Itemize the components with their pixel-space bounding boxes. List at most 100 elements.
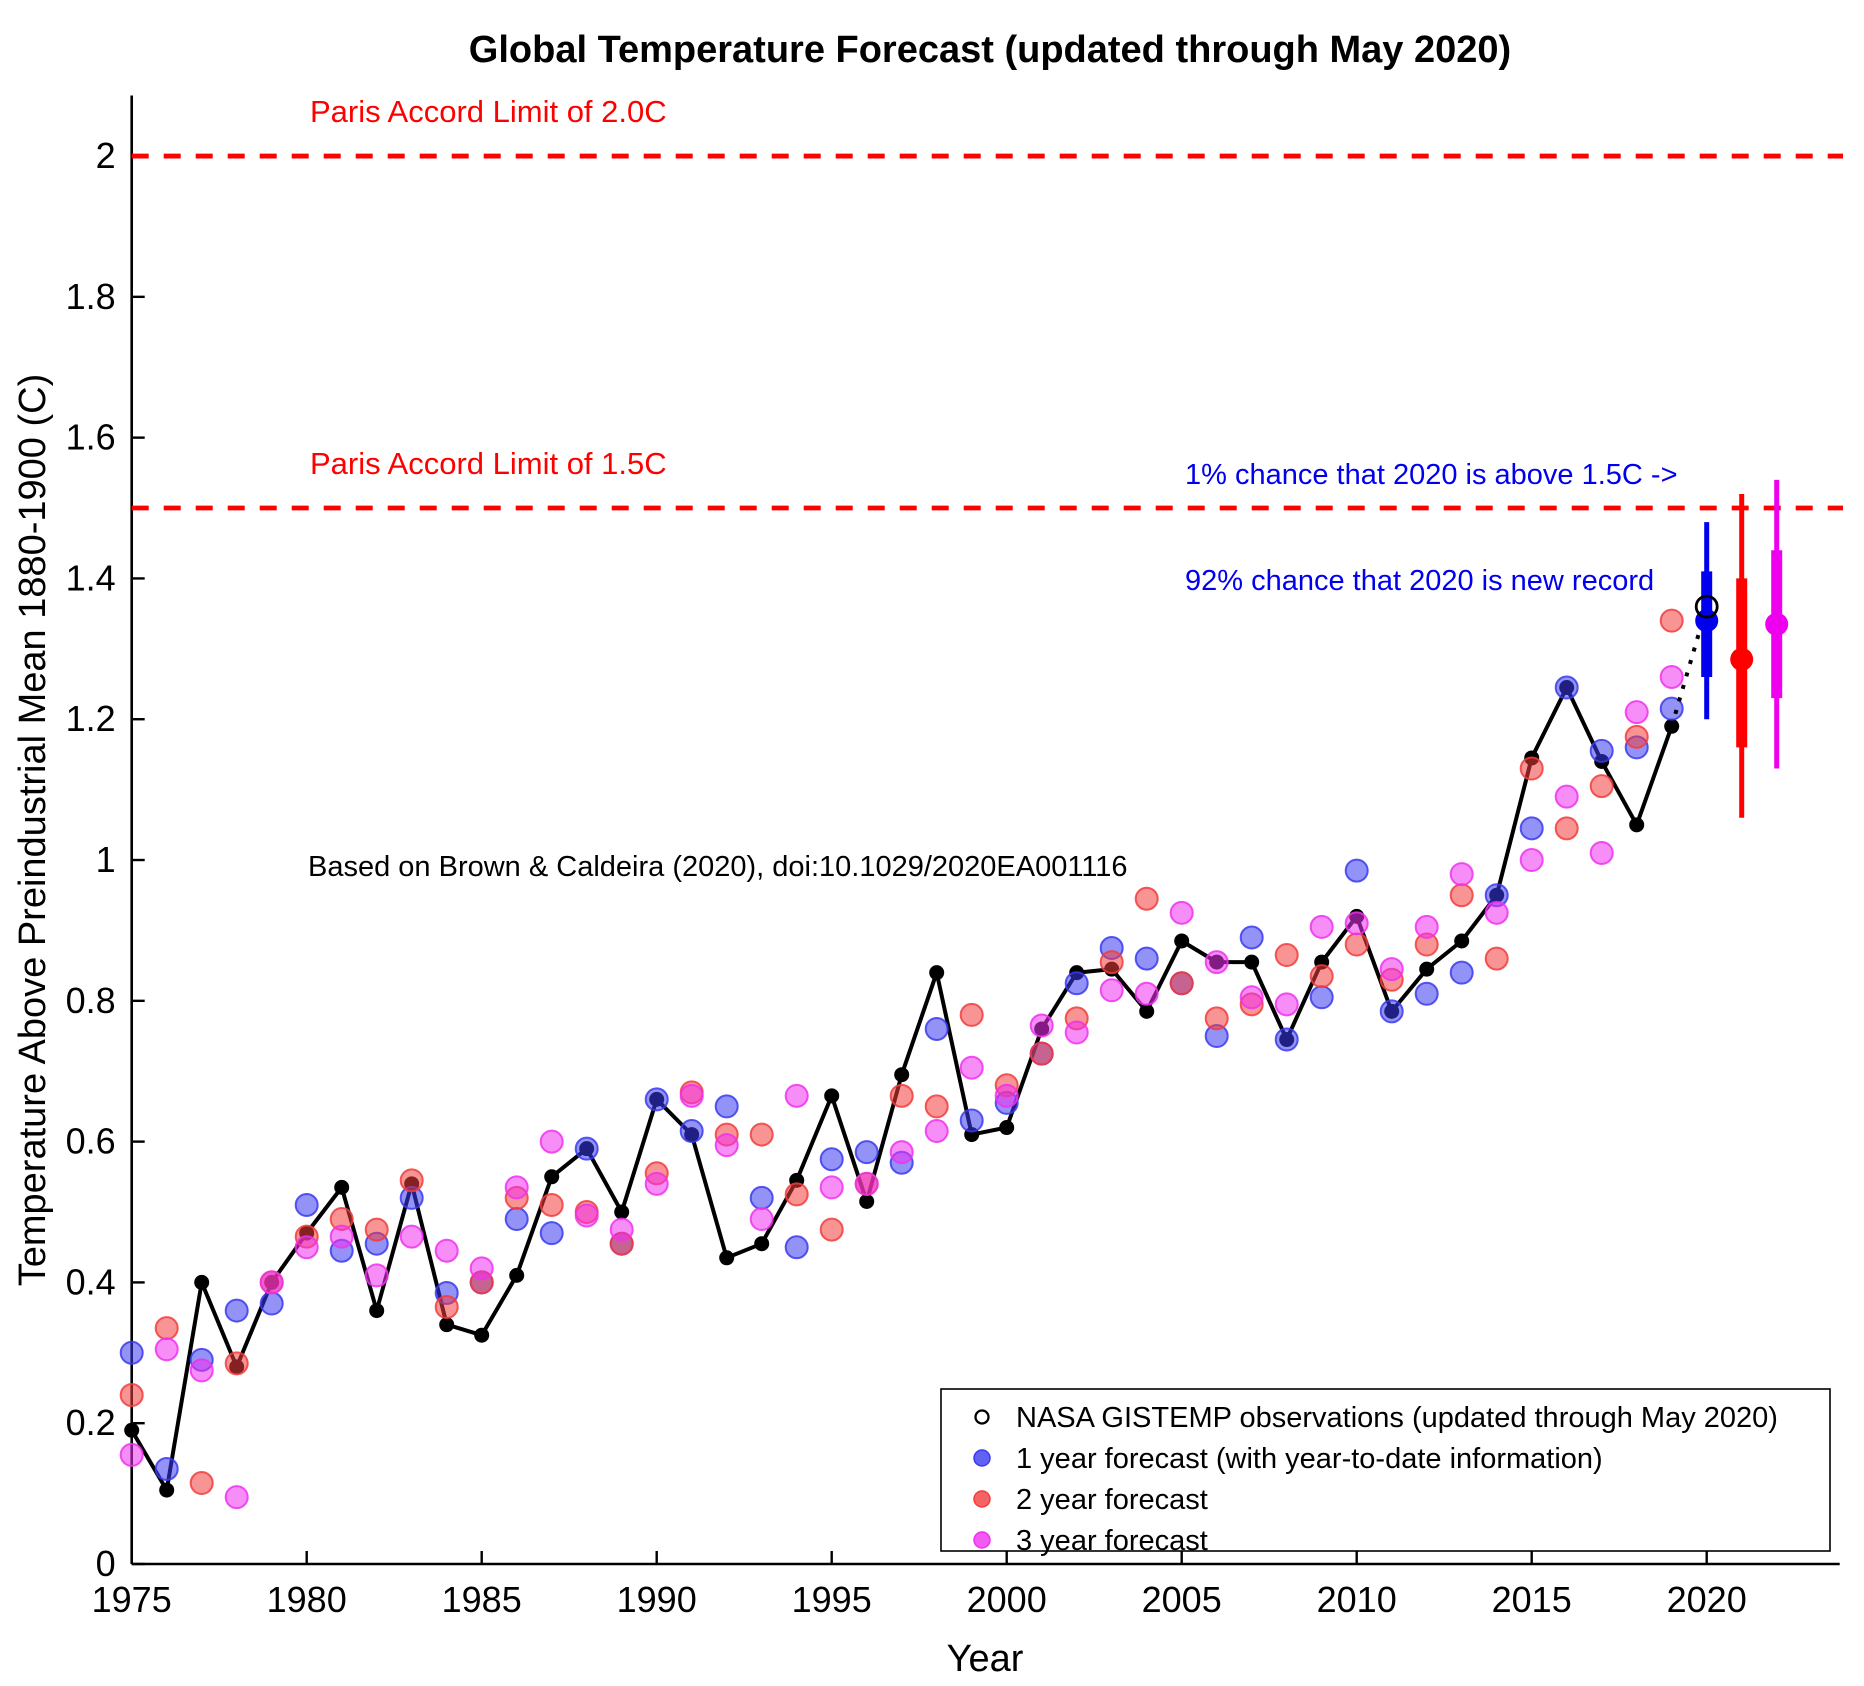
forecast-3yr-point xyxy=(1519,848,1544,873)
forecast-3yr-point xyxy=(1239,985,1264,1010)
forecast-2yr-point xyxy=(224,1351,249,1376)
observation-point xyxy=(1629,817,1645,833)
forecast-2yr-point xyxy=(399,1168,424,1193)
observation-point xyxy=(1139,1003,1155,1019)
forecast-3yr-point xyxy=(259,1270,284,1295)
x-tick-label: 1990 xyxy=(617,1579,697,1620)
observation-point xyxy=(334,1179,350,1195)
forecast-3yr-point xyxy=(119,1442,144,1467)
forecast-1yr-point xyxy=(294,1192,319,1217)
observation-point xyxy=(614,1204,630,1220)
y-tick-label: 2 xyxy=(96,135,116,176)
forecast-3yr-point xyxy=(329,1224,354,1249)
x-tick-label: 1975 xyxy=(92,1579,172,1620)
observation-point xyxy=(509,1267,525,1283)
observation-2020-open-circle xyxy=(1694,594,1719,619)
forecast-2yr-point xyxy=(1099,950,1124,975)
forecast-3yr-point xyxy=(1169,900,1194,925)
forecast-1yr-point xyxy=(1449,960,1474,985)
forecast-1yr-point xyxy=(1239,925,1264,950)
forecast-1yr-point xyxy=(154,1456,179,1481)
x-tick-label: 1995 xyxy=(792,1579,872,1620)
forecast-3yr-point xyxy=(1064,1020,1089,1045)
forecast-1yr-point xyxy=(784,1235,809,1260)
forecast-3yr-point xyxy=(364,1263,389,1288)
x-axis-label: Year xyxy=(947,1638,1024,1680)
forecast-2yr-point xyxy=(1169,971,1194,996)
forecast-2yr-point xyxy=(1624,724,1649,749)
forecast-2yr-point xyxy=(1484,946,1509,971)
y-tick-label: 0.8 xyxy=(66,980,116,1021)
y-tick-label: 0 xyxy=(96,1543,116,1584)
forecast-3yr-point xyxy=(1589,840,1614,865)
forecast-2yr-point xyxy=(1659,608,1684,633)
forecast-1yr-point xyxy=(1414,981,1439,1006)
forecast-1yr-point xyxy=(1379,999,1404,1024)
forecast-2yr-point xyxy=(819,1217,844,1242)
annotation-paris-1p5c: Paris Accord Limit of 1.5C xyxy=(310,446,667,481)
legend-open-circle-marker xyxy=(974,1409,990,1425)
forecast-3yr-point xyxy=(609,1217,634,1242)
observation-point xyxy=(159,1482,175,1498)
y-tick-label: 0.4 xyxy=(66,1261,116,1302)
forecast-1yr-point xyxy=(1274,1027,1299,1052)
forecast-1yr-point xyxy=(714,1094,739,1119)
forecast-2yr-point xyxy=(154,1316,179,1341)
forecast-3yr-point xyxy=(1134,981,1159,1006)
forecast-3yr-point xyxy=(1029,1013,1054,1038)
forecast-1yr-point xyxy=(1134,946,1159,971)
legend-item-label: NASA GISTEMP observations (updated throu… xyxy=(1016,1402,1778,1434)
forecast-1yr-point xyxy=(644,1087,669,1112)
forecast-3yr-point xyxy=(469,1256,494,1281)
x-tick-label: 2020 xyxy=(1667,1579,1747,1620)
annotation-chance-above-1p5: 1% chance that 2020 is above 1.5C -> xyxy=(1185,459,1678,491)
annotation-chance-new-record: 92% chance that 2020 is new record xyxy=(1185,565,1654,597)
observation-point xyxy=(999,1120,1015,1136)
forecast-2yr-point xyxy=(749,1122,774,1147)
forecast-interval-center xyxy=(1730,647,1754,671)
forecast-3yr-point xyxy=(714,1133,739,1158)
forecast-3yr-point xyxy=(1414,914,1439,939)
forecast-3yr-point xyxy=(1449,862,1474,887)
forecast-2yr-point xyxy=(1134,886,1159,911)
forecast-2yr-point xyxy=(1589,774,1614,799)
legend-box xyxy=(940,1388,1831,1552)
observation-point xyxy=(859,1193,875,1209)
forecast-2yr-point xyxy=(889,1083,914,1108)
forecast-1yr-point xyxy=(1589,738,1614,763)
annotation-paris-2c: Paris Accord Limit of 2.0C xyxy=(310,94,667,129)
observation-point xyxy=(544,1169,560,1185)
observation-point xyxy=(1174,933,1190,949)
observation-point xyxy=(929,965,945,981)
forecast-2yr-point xyxy=(434,1295,459,1320)
axes: 1975 1980 1985 1990 1995 2000 2005 2010 2015 2020… xyxy=(66,95,1840,1620)
forecast-3yr-point xyxy=(189,1358,214,1383)
forecast-1yr-point xyxy=(854,1140,879,1165)
forecast-1yr-point xyxy=(224,1298,249,1323)
observation-point xyxy=(474,1327,490,1343)
forecast-1yr-point xyxy=(819,1147,844,1172)
forecast-3yr-point xyxy=(924,1119,949,1144)
y-tick-label: 1.2 xyxy=(66,698,116,739)
forecast-3yr-point xyxy=(854,1171,879,1196)
forecast-1yr-point xyxy=(1064,971,1089,996)
y-tick-label: 1.8 xyxy=(66,276,116,317)
forecast-3yr-point xyxy=(224,1485,249,1510)
forecast-2yr-point xyxy=(1309,964,1334,989)
y-tick-label: 0.2 xyxy=(66,1402,116,1443)
forecast-3yr-point xyxy=(434,1238,459,1263)
forecast-3yr-point xyxy=(679,1083,704,1108)
annotation-source: Based on Brown & Caldeira (2020), doi:10… xyxy=(308,851,1128,883)
forecast-3yr-point xyxy=(154,1337,179,1362)
y-tick-label: 1.4 xyxy=(66,557,116,598)
forecast-1yr-point xyxy=(539,1221,564,1246)
forecast-3yr-point xyxy=(1274,992,1299,1017)
forecast-3yr-point xyxy=(1554,784,1579,809)
forecast-1yr-point xyxy=(259,1291,284,1316)
y-tick-label: 1.6 xyxy=(66,417,116,458)
forecast-2yr-point xyxy=(189,1471,214,1496)
y-tick-label: 0.6 xyxy=(66,1121,116,1162)
legend-dot-marker xyxy=(973,1449,991,1467)
